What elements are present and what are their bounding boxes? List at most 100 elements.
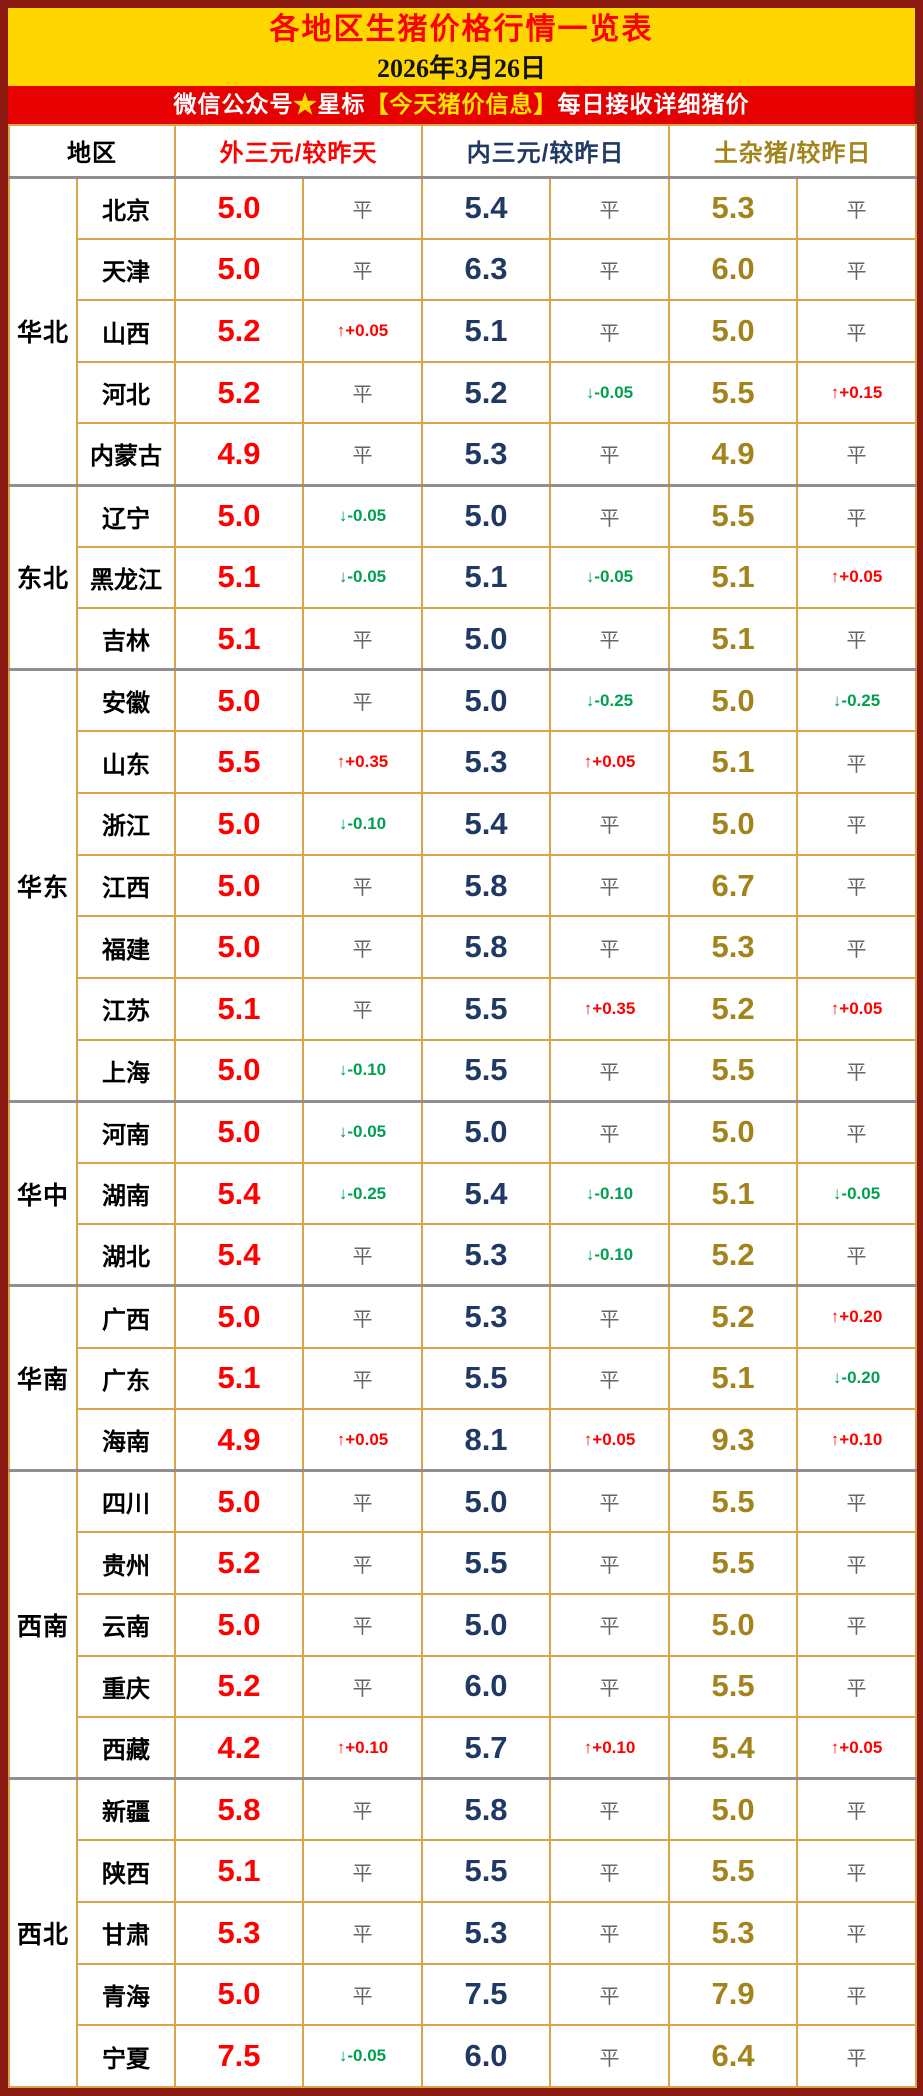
waisanyuan-change-cell: ↓-0.10 — [301, 792, 424, 856]
tuzazhu-price-cell: 5.5 — [668, 1531, 799, 1596]
tuzazhu-price-cell: 5.0 — [668, 299, 799, 363]
price-row: 江西 5.0 平 5.8 平 6.7 平 — [9, 853, 918, 918]
region-cell: 华北 — [8, 175, 78, 487]
waisanyuan-change-cell: 平 — [301, 422, 424, 487]
province-cell: 甘肃 — [76, 1901, 176, 1965]
tuzazhu-change-cell: 平 — [796, 237, 918, 302]
tuzazhu-price-cell: 5.3 — [668, 1901, 799, 1965]
tuzazhu-change-cell: 平 — [796, 1654, 918, 1719]
waisanyuan-change-cell: 平 — [301, 1469, 424, 1534]
tuzazhu-change-cell: 平 — [796, 422, 918, 487]
waisanyuan-price-cell: 5.1 — [174, 607, 304, 671]
tuzazhu-price-cell: 9.3 — [668, 1408, 799, 1472]
tuzazhu-change-cell: 平 — [796, 1469, 918, 1534]
neisanyuan-change-cell: ↓-0.10 — [549, 1223, 671, 1287]
neisanyuan-change-cell: 平 — [549, 1346, 671, 1411]
province-cell: 青海 — [76, 1962, 176, 2027]
region-cell: 华中 — [8, 1099, 78, 1287]
waisanyuan-change-cell: 平 — [301, 237, 424, 302]
province-cell: 安徽 — [76, 668, 176, 733]
province-cell: 黑龙江 — [76, 545, 176, 610]
header-neisanyuan: 内三元/较昨日 — [421, 124, 671, 178]
neisanyuan-price-cell: 5.8 — [421, 1777, 552, 1842]
tuzazhu-price-cell: 5.0 — [668, 668, 799, 733]
tuzazhu-price-cell: 5.2 — [668, 1223, 799, 1287]
price-row: 重庆 5.2 平 6.0 平 5.5 平 — [9, 1654, 918, 1719]
price-row: 浙江 5.0 ↓-0.10 5.4 平 5.0 平 — [9, 792, 918, 856]
tuzazhu-price-cell: 5.1 — [668, 1161, 799, 1226]
waisanyuan-change-cell: 平 — [301, 1777, 424, 1842]
waisanyuan-price-cell: 5.2 — [174, 1654, 304, 1719]
neisanyuan-change-cell: ↓-0.25 — [549, 668, 671, 733]
waisanyuan-price-cell: 5.1 — [174, 545, 304, 610]
tuzazhu-change-cell: ↑+0.10 — [796, 1408, 918, 1472]
neisanyuan-change-cell: ↑+0.10 — [549, 1716, 671, 1780]
price-row: 西南 四川 5.0 平 5.0 平 5.5 平 — [8, 1469, 918, 1780]
price-row: 福建 5.0 平 5.8 平 5.3 平 — [9, 915, 918, 979]
neisanyuan-price-cell: 5.0 — [421, 1593, 552, 1657]
province-cell: 山西 — [76, 299, 176, 363]
waisanyuan-change-cell: 平 — [301, 175, 424, 240]
waisanyuan-price-cell: 5.0 — [174, 1962, 304, 2027]
neisanyuan-change-cell: 平 — [549, 483, 671, 548]
tuzazhu-price-cell: 5.2 — [668, 976, 799, 1041]
page-title: 各地区生猪价格行情一览表 — [269, 13, 654, 46]
neisanyuan-price-cell: 7.5 — [421, 1962, 552, 2027]
waisanyuan-change-cell: ↓-0.05 — [301, 2024, 424, 2088]
price-row: 宁夏 7.5 ↓-0.05 6.0 平 6.4 平 — [9, 2024, 918, 2088]
neisanyuan-change-cell: 平 — [549, 422, 671, 487]
price-row: 青海 5.0 平 7.5 平 7.9 平 — [9, 1962, 918, 2027]
tuzazhu-change-cell: ↑+0.15 — [796, 360, 918, 425]
price-row: 陕西 5.1 平 5.5 平 5.5 平 — [9, 1839, 918, 1904]
tuzazhu-change-cell: 平 — [796, 853, 918, 918]
neisanyuan-price-cell: 5.0 — [421, 483, 552, 548]
price-row: 山西 5.2 ↑+0.05 5.1 平 5.0 平 — [9, 299, 918, 363]
region-cell: 华南 — [8, 1284, 78, 1472]
neisanyuan-change-cell: 平 — [549, 1901, 671, 1965]
waisanyuan-price-cell: 5.0 — [174, 668, 304, 733]
tuzazhu-change-cell: ↑+0.20 — [796, 1284, 918, 1349]
waisanyuan-change-cell: 平 — [301, 1346, 424, 1411]
tuzazhu-change-cell: 平 — [796, 175, 918, 240]
price-table-header: 地区 外三元/较昨天 内三元/较昨日 土杂猪/较昨日 — [8, 124, 918, 178]
province-cell: 河南 — [76, 1099, 176, 1164]
neisanyuan-change-cell: 平 — [549, 299, 671, 363]
tuzazhu-price-cell: 5.5 — [668, 1654, 799, 1719]
neisanyuan-change-cell: 平 — [549, 1099, 671, 1164]
tuzazhu-change-cell: 平 — [796, 1099, 918, 1164]
tuzazhu-change-cell: 平 — [796, 915, 918, 979]
neisanyuan-change-cell: 平 — [549, 1777, 671, 1842]
province-cell: 新疆 — [76, 1777, 176, 1842]
tuzazhu-change-cell: ↑+0.05 — [796, 976, 918, 1041]
neisanyuan-price-cell: 5.7 — [421, 1716, 552, 1780]
province-cell: 河北 — [76, 360, 176, 425]
neisanyuan-change-cell: 平 — [549, 915, 671, 979]
tuzazhu-change-cell: 平 — [796, 1901, 918, 1965]
waisanyuan-change-cell: ↓-0.05 — [301, 545, 424, 610]
price-row: 东北 辽宁 5.0 ↓-0.05 5.0 平 5.5 平 — [8, 483, 918, 671]
province-cell: 重庆 — [76, 1654, 176, 1719]
neisanyuan-price-cell: 5.5 — [421, 1346, 552, 1411]
region-cell: 东北 — [8, 483, 78, 671]
waisanyuan-price-cell: 5.0 — [174, 1284, 304, 1349]
neisanyuan-change-cell: ↓-0.05 — [549, 360, 671, 425]
waisanyuan-price-cell: 5.0 — [174, 483, 304, 548]
tuzazhu-price-cell: 5.0 — [668, 792, 799, 856]
neisanyuan-price-cell: 8.1 — [421, 1408, 552, 1472]
province-cell: 宁夏 — [76, 2024, 176, 2088]
region-cell: 西北 — [8, 1777, 78, 2089]
neisanyuan-change-cell: 平 — [549, 1531, 671, 1596]
date-line: 2026年3月26日 — [376, 54, 546, 83]
neisanyuan-price-cell: 6.0 — [421, 1654, 552, 1719]
price-row: 湖北 5.4 平 5.3 ↓-0.10 5.2 平 — [9, 1223, 918, 1287]
neisanyuan-price-cell: 5.5 — [421, 1038, 552, 1103]
price-row: 河北 5.2 平 5.2 ↓-0.05 5.5 ↑+0.15 — [9, 360, 918, 425]
waisanyuan-change-cell: 平 — [301, 915, 424, 979]
banner-suffix: 每日接收详细猪价 — [557, 92, 750, 117]
tuzazhu-change-cell: 平 — [796, 607, 918, 671]
banner-star-label: 星标 — [317, 92, 366, 117]
neisanyuan-price-cell: 6.0 — [421, 2024, 552, 2088]
waisanyuan-price-cell: 5.0 — [174, 853, 304, 918]
neisanyuan-change-cell: 平 — [549, 853, 671, 918]
neisanyuan-price-cell: 5.2 — [421, 360, 552, 425]
